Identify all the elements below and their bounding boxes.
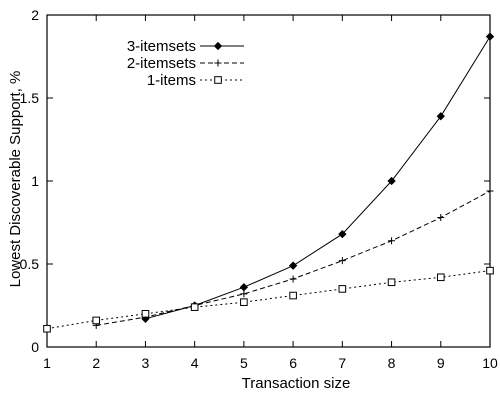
data-point-plus [289, 275, 297, 283]
data-point-diamond [338, 229, 347, 239]
data-point-diamond [239, 283, 249, 292]
y-tick-label: 0 [31, 339, 39, 355]
x-tick-label: 7 [338, 355, 346, 371]
series-1-items [43, 266, 494, 333]
legend-label: 3-itemsets [127, 38, 196, 55]
data-point-diamond [436, 112, 445, 121]
y-axis-label: Lowest Discoverable Support, % [7, 71, 24, 288]
series-2-itemsets [92, 187, 494, 329]
data-point-diamond [288, 261, 298, 270]
data-point-plus [214, 59, 222, 67]
data-point-square [141, 310, 150, 318]
x-tick-label: 9 [437, 355, 445, 371]
x-tick-label: 10 [482, 355, 498, 371]
x-tick-label: 4 [191, 355, 199, 371]
x-tick-label: 1 [43, 355, 51, 371]
data-point-plus [388, 237, 396, 245]
data-point-square [338, 285, 347, 293]
data-point-plus [338, 257, 346, 265]
x-tick-label: 3 [142, 355, 150, 371]
series-line [96, 190, 491, 326]
x-axis-label: Transaction size [242, 375, 351, 392]
data-point-square [436, 273, 445, 282]
data-point-square [43, 324, 51, 333]
legend-label: 1-items [147, 72, 196, 89]
data-point-square [190, 303, 199, 311]
x-tick-label: 5 [240, 355, 248, 371]
y-tick-label: 1 [31, 173, 39, 189]
data-point-square [92, 316, 101, 325]
data-point-square [214, 76, 222, 84]
data-point-diamond [387, 176, 396, 186]
data-point-square [289, 291, 297, 300]
x-tick-label: 6 [289, 355, 297, 371]
data-point-plus [240, 290, 248, 298]
data-point-plus [437, 214, 445, 222]
legend-label: 2-itemsets [127, 55, 196, 72]
y-tick-label: 1.5 [20, 90, 40, 106]
x-tick-label: 8 [388, 355, 396, 371]
data-point-square [240, 298, 248, 306]
data-point-square [387, 278, 396, 287]
series-line [145, 36, 491, 320]
x-tick-label: 2 [92, 355, 100, 371]
series-line [46, 270, 491, 330]
data-point-diamond [213, 41, 223, 51]
axes: 1 2 3 4 5 6 7 8 9 10 0 0.5 1 1.5 2 [20, 7, 498, 371]
y-tick-label: 0.5 [20, 256, 40, 272]
data-point-plus [486, 187, 494, 195]
y-tick-label: 2 [31, 7, 39, 23]
data-point-square [486, 266, 494, 275]
series-lines [43, 32, 495, 333]
plot-frame [46, 14, 491, 348]
data-point-diamond [485, 32, 495, 41]
